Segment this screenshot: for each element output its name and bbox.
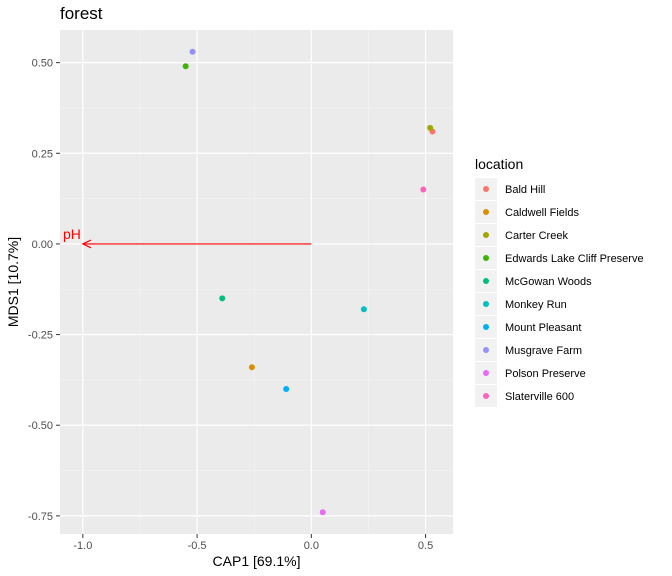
x-axis: -1.0 -0.5 0.0 0.5	[73, 534, 433, 552]
y-axis-title: MDS1 [10.7%]	[5, 237, 21, 327]
legend-title: location	[475, 156, 523, 172]
legend-swatch	[483, 209, 489, 215]
arrow-head	[81, 239, 92, 249]
legend-swatch	[483, 347, 489, 353]
data-point	[189, 48, 196, 55]
legend-label: Carter Creek	[505, 230, 568, 242]
legend-label: Polson Preserve	[505, 368, 586, 380]
legend-swatch	[483, 186, 489, 192]
arrow-label: pH	[63, 226, 81, 242]
legend-label: Slaterville 600	[505, 391, 574, 403]
data-point	[283, 385, 290, 392]
legend-swatch	[483, 255, 489, 261]
legend-swatch	[483, 232, 489, 238]
grid-minor	[60, 30, 453, 534]
legend-label: Edwards Lake Cliff Preserve	[505, 253, 644, 265]
legend-swatch	[483, 370, 489, 376]
plot-panel	[60, 30, 453, 534]
data-point	[219, 295, 226, 302]
legend-label: Bald Hill	[505, 184, 545, 196]
data-point	[360, 306, 367, 313]
legend-swatch	[483, 324, 489, 330]
data-points	[182, 48, 436, 516]
y-tick-label: -0.25	[28, 330, 53, 342]
y-axis: -0.75 -0.50 -0.25 0.00 0.25 0.50	[28, 58, 60, 523]
data-point	[248, 364, 255, 371]
legend-swatch	[483, 393, 489, 399]
x-tick-label: -1.0	[73, 540, 92, 552]
x-tick-label: 0.5	[418, 540, 433, 552]
data-point	[420, 186, 427, 193]
chart-title: forest	[60, 4, 103, 23]
legend-label: Monkey Run	[505, 299, 567, 311]
x-tick-label: -0.5	[188, 540, 207, 552]
y-tick-label: -0.50	[28, 420, 53, 432]
grid-major	[60, 30, 453, 534]
legend-label: Musgrave Farm	[505, 345, 582, 357]
arrows: pH	[63, 226, 312, 249]
legend: location Bald Hill Caldwell Fields Carter …	[475, 156, 644, 407]
data-point	[182, 63, 189, 70]
legend-label: McGowan Woods	[505, 276, 592, 288]
y-tick-label: 0.25	[32, 148, 53, 160]
data-point	[427, 124, 434, 131]
data-point	[319, 509, 326, 516]
legend-swatch	[483, 301, 489, 307]
x-axis-title: CAP1 [69.1%]	[213, 553, 301, 569]
y-tick-label: 0.00	[32, 239, 53, 251]
legend-label: Caldwell Fields	[505, 207, 579, 219]
legend-swatch	[483, 278, 489, 284]
legend-label: Mount Pleasant	[505, 322, 581, 334]
x-tick-label: 0.0	[304, 540, 319, 552]
y-tick-label: 0.50	[32, 58, 53, 70]
y-tick-label: -0.75	[28, 511, 53, 523]
